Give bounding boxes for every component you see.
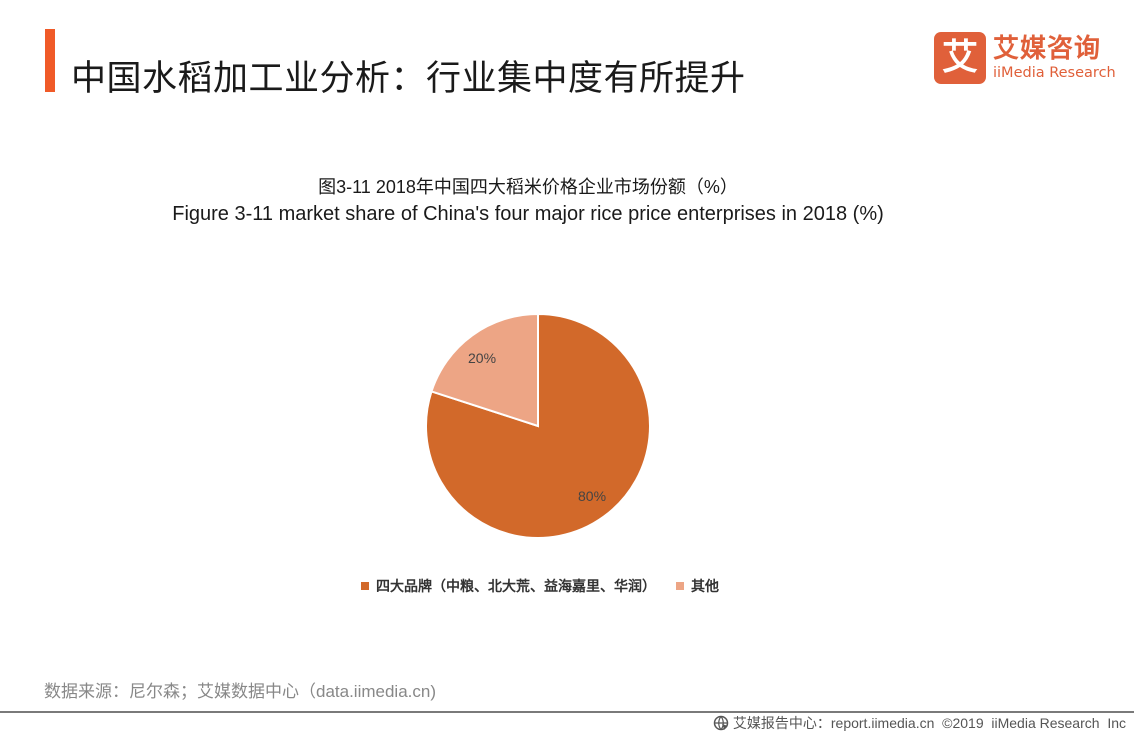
- footer: 艾媒报告中心：report.iimedia.cn ©2019 iiMedia R…: [713, 713, 1126, 733]
- legend-swatch-icon: [676, 582, 684, 590]
- footer-divider: [0, 711, 1134, 713]
- legend-label: 四大品牌（中粮、北大荒、益海嘉里、华润）: [376, 579, 656, 595]
- pie-chart: 80% 20%: [420, 308, 660, 548]
- page-title: 中国水稻加工业分析：行业集中度有所提升: [71, 59, 746, 100]
- logo-cn-text: 艾媒咨询: [993, 34, 1102, 64]
- pie-svg: [424, 312, 651, 539]
- data-source: 数据来源：尼尔森；艾媒数据中心（data.iimedia.cn): [44, 682, 437, 701]
- legend-label: 其他: [691, 579, 719, 595]
- chart-title-en: Figure 3-11 market share of China's four…: [172, 203, 884, 225]
- logo-icon: 艾: [934, 32, 986, 84]
- pie-slice-others[interactable]: [430, 312, 539, 428]
- footer-text: 艾媒报告中心：report.iimedia.cn ©2019 iiMedia R…: [732, 715, 1126, 731]
- legend-item-four-brands[interactable]: 四大品牌（中粮、北大荒、益海嘉里、华润）: [361, 576, 656, 596]
- pie-label-others: 20%: [468, 350, 497, 366]
- logo-en-text: iiMedia Research: [993, 65, 1116, 81]
- legend-item-others[interactable]: 其他: [676, 576, 719, 596]
- iimedia-logo: 艾 艾媒咨询 iiMedia Research: [934, 32, 1116, 84]
- chart-legend: 四大品牌（中粮、北大荒、益海嘉里、华润） 其他: [0, 576, 1080, 596]
- title-accent-bar: [45, 29, 55, 92]
- globe-cursor-icon: [713, 715, 729, 731]
- pie-label-four-brands: 80%: [578, 488, 607, 504]
- chart-title-cn: 图3-11 2018年中国四大稻米价格企业市场份额（%）: [318, 177, 738, 197]
- legend-swatch-icon: [361, 582, 369, 590]
